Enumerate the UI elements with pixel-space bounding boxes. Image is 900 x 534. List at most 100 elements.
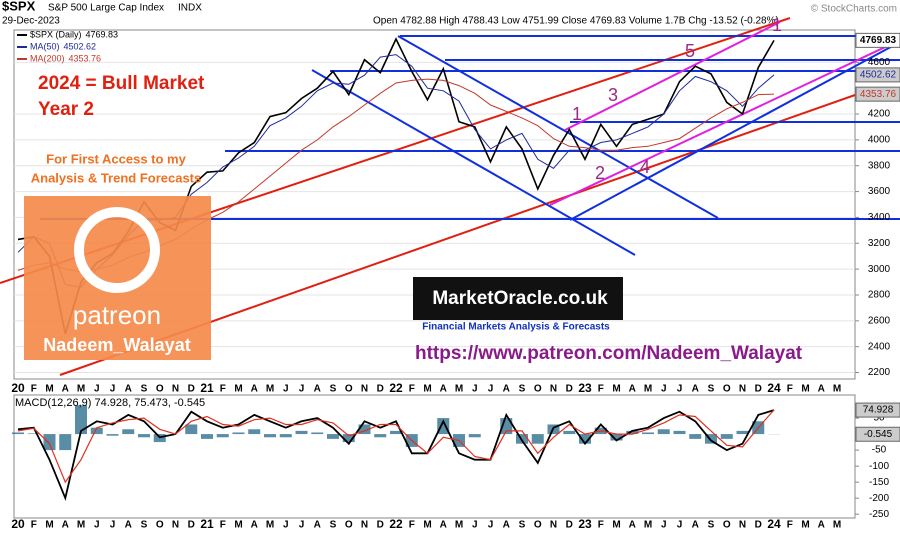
legend-value: 4502.62 <box>64 41 97 51</box>
histogram-bar <box>531 434 544 444</box>
url: https://www.patreon.com/Nadeem_Walayat <box>415 343 803 364</box>
histogram-bar <box>216 434 229 438</box>
legend-label: $SPX (Daily) <box>30 29 82 39</box>
x-tick-label: A <box>692 520 699 531</box>
legend-label: MA(50) <box>30 41 60 51</box>
x-tick-label: N <box>361 520 368 531</box>
x-tick-label: M <box>612 384 620 395</box>
x-tick-label: N <box>172 384 179 395</box>
x-tick-label: J <box>94 520 100 531</box>
x-tick-label: M <box>801 520 809 531</box>
value-label: 74.928 <box>863 405 894 416</box>
x-tick-label: O <box>345 520 353 531</box>
histogram-bar <box>468 434 481 438</box>
x-tick-label: M <box>77 520 85 531</box>
value-box <box>855 32 900 48</box>
x-tick-label: F <box>787 384 793 395</box>
x-tick-label: A <box>314 384 321 395</box>
x-tick-label: J <box>677 520 683 531</box>
x-tick-label: M <box>77 384 85 395</box>
histogram-bar <box>185 424 198 435</box>
x-tick-label: F <box>220 384 226 395</box>
y-tick-label: 4000 <box>868 135 891 146</box>
value-label: 4502.62 <box>860 70 897 81</box>
histogram-bar <box>437 418 450 435</box>
x-tick-label: 21 <box>200 517 214 531</box>
histogram-bar <box>610 434 623 441</box>
x-tick-label: M <box>423 384 431 395</box>
x-tick-label: M <box>234 384 242 395</box>
x-tick-label: A <box>503 520 510 531</box>
x-tick-label: N <box>172 520 179 531</box>
x-tick-label: A <box>818 384 825 395</box>
value-box <box>855 67 900 83</box>
x-tick-label: D <box>188 520 195 531</box>
histogram-bar <box>327 434 339 439</box>
histogram-bar <box>232 432 245 435</box>
x-tick-label: O <box>534 520 542 531</box>
histogram-bar <box>705 434 717 444</box>
histogram-bar <box>201 434 213 439</box>
macd-frame <box>13 394 856 519</box>
x-tick-label: M <box>833 384 841 395</box>
x-tick-label: J <box>488 520 494 531</box>
legend-value: 4353.76 <box>69 53 102 63</box>
x-tick-label: A <box>629 384 636 395</box>
patreon-logo <box>74 207 160 293</box>
exchange: INDX <box>178 3 202 14</box>
histogram-bar <box>579 434 591 444</box>
symbol: $SPX <box>2 0 36 13</box>
y-tick-label: -150 <box>869 477 889 488</box>
date: 29-Dec-2023 <box>2 16 60 27</box>
histogram-bar <box>279 434 292 438</box>
x-tick-label: J <box>299 520 305 531</box>
series-line <box>17 409 775 484</box>
y-tick-label: 3000 <box>868 264 891 275</box>
x-tick-label: D <box>566 520 573 531</box>
x-tick-label: M <box>644 520 652 531</box>
x-tick-label: 24 <box>767 381 781 395</box>
x-tick-label: M <box>455 384 463 395</box>
wave-label: 5 <box>685 41 695 61</box>
wave-label: 2 <box>595 163 605 183</box>
x-tick-label: A <box>440 384 447 395</box>
y-tick-label: 3600 <box>868 186 891 197</box>
x-tick-label: S <box>708 520 715 531</box>
macd-title: MACD(12,26,9) 74.928, 75.473, -0.545 <box>15 397 205 409</box>
histogram-bar <box>563 430 576 435</box>
x-tick-label: F <box>31 520 37 531</box>
value-box <box>855 402 900 418</box>
x-tick-label: 22 <box>389 517 403 531</box>
y-tick-label: -200 <box>869 493 889 504</box>
x-tick-label: A <box>818 520 825 531</box>
x-tick-label: A <box>440 520 447 531</box>
histogram-bar <box>689 434 702 439</box>
y-tick-label: 3200 <box>868 238 891 249</box>
patreon-text: patreon <box>73 300 161 330</box>
x-tick-label: J <box>661 384 667 395</box>
x-tick-label: 22 <box>389 381 403 395</box>
y-tick-label: 2200 <box>868 367 891 378</box>
x-tick-label: D <box>377 520 384 531</box>
y-tick-label: -100 <box>869 461 889 472</box>
x-tick-label: 20 <box>11 517 25 531</box>
y-tick-label: -50 <box>872 445 887 456</box>
x-tick-label: O <box>345 384 353 395</box>
x-tick-label: D <box>377 384 384 395</box>
x-tick-label: F <box>787 520 793 531</box>
x-tick-label: A <box>62 384 69 395</box>
y-tick-label: -250 <box>869 509 889 520</box>
value-box <box>855 426 900 442</box>
x-tick-label: S <box>519 384 526 395</box>
index-name: S&P 500 Large Cap Index <box>48 3 164 14</box>
author: Nadeem_Walayat <box>43 335 190 355</box>
promo: Analysis & Trend Forecasts <box>31 170 202 185</box>
histogram-bar <box>374 434 387 438</box>
x-tick-label: A <box>251 384 258 395</box>
x-tick-label: A <box>503 384 510 395</box>
histogram-bar <box>138 434 150 438</box>
x-tick-label: J <box>661 520 667 531</box>
x-tick-label: M <box>45 520 53 531</box>
wave-label: 4 <box>640 157 650 177</box>
